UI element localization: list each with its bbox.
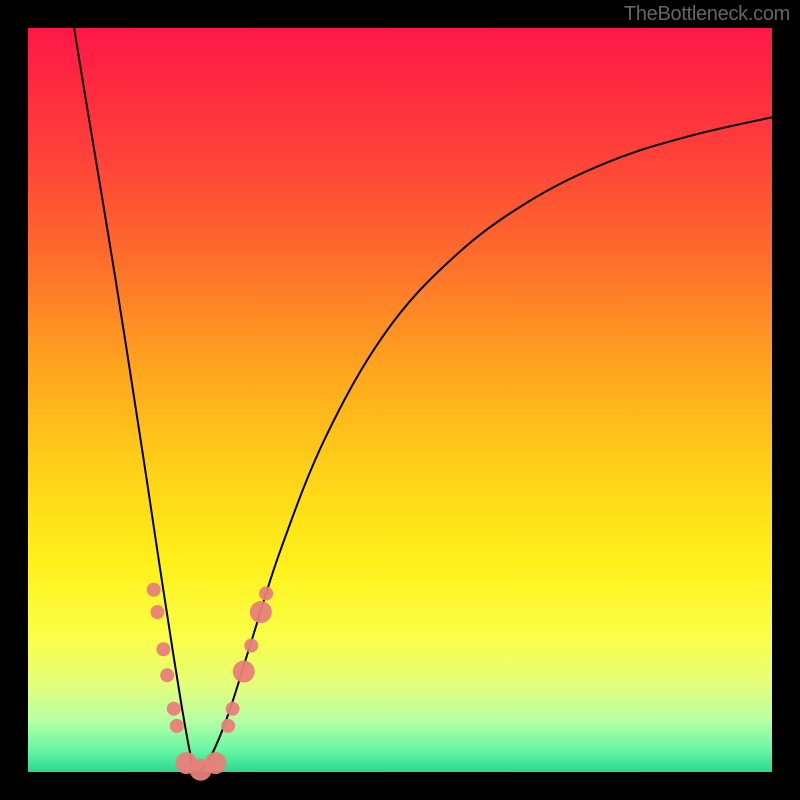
marker-dot bbox=[250, 601, 272, 623]
plot-area bbox=[28, 28, 772, 772]
marker-dot bbox=[147, 583, 161, 597]
marker-dot bbox=[244, 639, 258, 653]
marker-dot bbox=[160, 668, 174, 682]
marker-dot bbox=[167, 702, 181, 716]
marker-dot bbox=[170, 719, 184, 733]
marker-dot bbox=[204, 752, 226, 774]
marker-dot bbox=[226, 702, 240, 716]
bottleneck-curve bbox=[74, 28, 772, 772]
marker-dot bbox=[233, 661, 255, 683]
marker-group bbox=[147, 583, 273, 781]
marker-dot bbox=[156, 642, 170, 656]
marker-dot bbox=[259, 586, 273, 600]
curve-layer bbox=[28, 28, 772, 772]
marker-dot bbox=[150, 605, 164, 619]
watermark-text: TheBottleneck.com bbox=[624, 3, 790, 26]
marker-dot bbox=[221, 719, 235, 733]
